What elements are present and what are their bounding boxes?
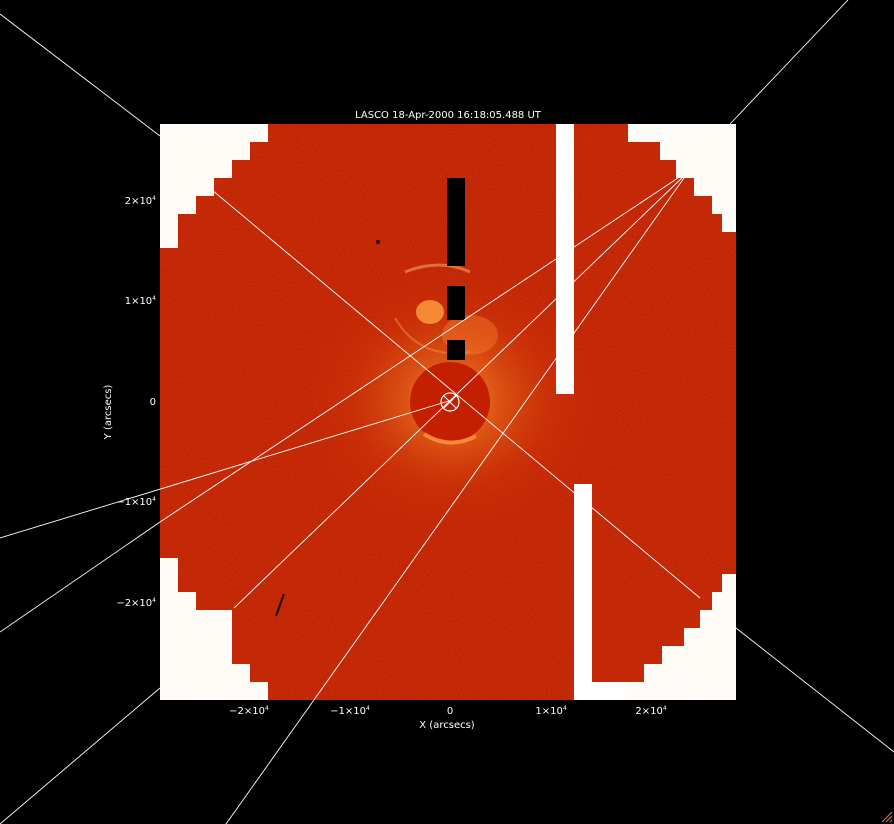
y-tick-labels: 2×104 1×104 0 −1×104 −2×104 xyxy=(116,195,156,609)
y-tick-label: −2×104 xyxy=(116,597,156,609)
mask-bar-upper xyxy=(556,124,574,394)
data-gap-block-1 xyxy=(447,178,465,266)
occulter-rim xyxy=(422,432,477,445)
y-tick-label: 0 xyxy=(150,397,156,408)
mask-bar-lower xyxy=(574,484,592,700)
x-tick-label: 1×104 xyxy=(535,705,566,717)
sun-marker-cross-b xyxy=(443,395,457,409)
y-tick-label: −1×104 xyxy=(116,496,156,508)
data-gap-block-2 xyxy=(447,286,465,320)
resize-grip-icon[interactable] xyxy=(880,810,894,824)
sun-marker-circle xyxy=(440,392,460,412)
x-tick-labels: −2×104 −1×104 0 1×104 2×104 xyxy=(229,705,667,717)
dark-speck xyxy=(376,240,380,244)
y-tick-label: 1×104 xyxy=(125,295,156,307)
x-tick-label: −2×104 xyxy=(229,705,269,717)
x-tick-label: 0 xyxy=(447,706,453,717)
y-tick-label: 2×104 xyxy=(125,195,156,207)
data-gap-block-3 xyxy=(447,340,465,360)
y-axis-label: Y (arcsecs) xyxy=(103,385,114,441)
mask-bar-corner xyxy=(592,682,628,700)
streak-feature xyxy=(275,593,285,617)
x-tick-label: −1×104 xyxy=(330,705,370,717)
x-tick-label: 2×104 xyxy=(635,705,666,717)
x-axis-label: X (arcsecs) xyxy=(419,720,475,731)
figure-title: LASCO 18-Apr-2000 16:18:05.488 UT xyxy=(355,110,542,121)
